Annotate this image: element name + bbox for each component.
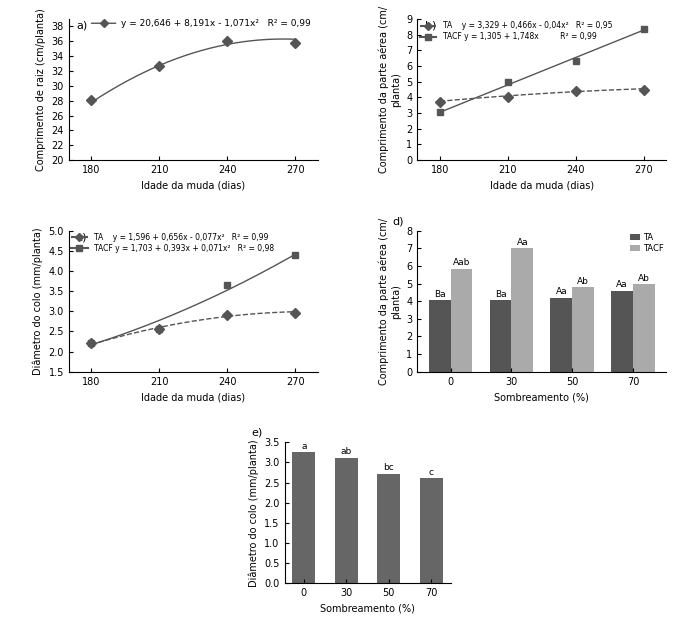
X-axis label: Sombreamento (%): Sombreamento (%) — [495, 392, 589, 402]
Bar — [377, 474, 401, 583]
Text: Aa: Aa — [517, 238, 528, 247]
Bar — [611, 290, 633, 372]
X-axis label: Sombreamento (%): Sombreamento (%) — [320, 604, 415, 614]
Bar — [572, 287, 594, 372]
Legend: TA, TACF: TA, TACF — [630, 233, 664, 253]
Text: c): c) — [76, 232, 87, 242]
Text: Aab: Aab — [453, 258, 470, 267]
Text: a: a — [301, 442, 306, 451]
Y-axis label: Diâmetro do colo (mm/planta): Diâmetro do colo (mm/planta) — [248, 439, 258, 586]
Text: Aa: Aa — [616, 280, 628, 289]
Text: b): b) — [425, 20, 436, 30]
Legend: TA    y = 1,596 + 0,656x - 0,077x²   R² = 0,99, TACF y = 1,703 + 0,393x + 0,071x: TA y = 1,596 + 0,656x - 0,077x² R² = 0,9… — [71, 233, 274, 253]
Bar — [633, 285, 655, 372]
Bar — [429, 301, 451, 372]
X-axis label: Idade da muda (dias): Idade da muda (dias) — [490, 181, 594, 190]
Bar — [490, 301, 511, 372]
Y-axis label: Diâmetro do colo (mm/planta): Diâmetro do colo (mm/planta) — [32, 228, 43, 375]
Text: ab: ab — [341, 448, 352, 456]
Bar — [550, 297, 572, 372]
Text: a): a) — [76, 20, 87, 30]
Y-axis label: Comprimento da parte aérea (cm/
planta): Comprimento da parte aérea (cm/ planta) — [379, 6, 401, 173]
Text: e): e) — [251, 428, 262, 438]
X-axis label: Idade da muda (dias): Idade da muda (dias) — [141, 392, 245, 402]
Text: Ba: Ba — [495, 290, 506, 299]
Text: Aa: Aa — [556, 287, 567, 296]
Bar — [292, 452, 315, 583]
Text: Ab: Ab — [577, 276, 589, 286]
Text: y = 20,646 + 8,191x - 1,071x²   R² = 0,99: y = 20,646 + 8,191x - 1,071x² R² = 0,99 — [121, 19, 311, 28]
Y-axis label: Comprimento da parte aérea (cm/
planta): Comprimento da parte aérea (cm/ planta) — [379, 217, 401, 385]
X-axis label: Idade da muda (dias): Idade da muda (dias) — [141, 181, 245, 190]
Bar — [420, 479, 443, 583]
Bar — [335, 458, 358, 583]
Legend: TA    y = 3,329 + 0,466x - 0,04x²   R² = 0,95, TACF y = 1,305 + 1,748x         R: TA y = 3,329 + 0,466x - 0,04x² R² = 0,95… — [420, 22, 612, 41]
Text: d): d) — [392, 216, 404, 226]
Y-axis label: Comprimento de raiz (cm/planta): Comprimento de raiz (cm/planta) — [36, 8, 46, 171]
Text: Ba: Ba — [433, 290, 445, 299]
Text: Ab: Ab — [638, 274, 650, 283]
Text: bc: bc — [383, 463, 394, 472]
Bar — [451, 269, 473, 372]
Bar — [511, 249, 533, 372]
Text: c: c — [429, 469, 433, 477]
